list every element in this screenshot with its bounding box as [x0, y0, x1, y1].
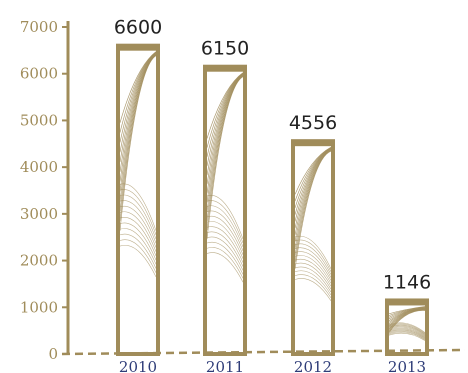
bar-string-line [119, 205, 157, 248]
bar-string-line [119, 217, 157, 257]
x-tick-label: 2012 [294, 358, 332, 373]
bar-2010 [116, 43, 160, 357]
bar-string-line [294, 270, 332, 296]
bar-string-line [119, 222, 157, 261]
bar-2012 [291, 139, 335, 356]
bar-string-line [294, 255, 332, 284]
y-tick-label: 2000 [20, 252, 58, 270]
bar-2011 [203, 64, 247, 356]
bar-string-line [294, 262, 332, 290]
bar-string-line [119, 211, 157, 252]
bar-pattern-2010 [119, 51, 157, 278]
x-tick-label: 2010 [119, 358, 157, 373]
bar-string-line [206, 231, 244, 267]
y-tick-label: 4000 [20, 158, 58, 176]
bar-string-line [206, 76, 244, 240]
x-tick-label: 2011 [206, 358, 244, 373]
bar-string-line [388, 332, 426, 341]
bar-pattern-2013 [388, 306, 426, 341]
bar-string-line [206, 247, 244, 279]
bar-string-line [119, 239, 157, 273]
bar-string-line [206, 195, 244, 240]
bar-2013 [385, 298, 429, 356]
x-tick-label: 2013 [388, 358, 426, 373]
y-tick-label: 0 [48, 345, 58, 363]
data-label: 6150 [201, 38, 249, 60]
bar-string-line [294, 239, 332, 272]
bar-string-line [294, 251, 332, 281]
y-tick-label: 7000 [20, 18, 58, 36]
bar-string-line [119, 55, 157, 231]
labels-group: 2010 2011 2012 2013 6600 6150 4556 1146 [114, 17, 431, 373]
y-tick-label: 5000 [20, 111, 58, 129]
data-label: 4556 [289, 112, 337, 134]
bar-string-line [388, 330, 426, 339]
bar-string-line [388, 331, 426, 341]
bar-string-line [206, 241, 244, 275]
bar-cap-2010 [118, 45, 158, 51]
bar-string-line [119, 52, 157, 153]
bar-string-line [294, 150, 332, 269]
bar-pattern-2012 [294, 146, 332, 301]
bar-string-line [388, 329, 426, 338]
bar-string-line [206, 215, 244, 255]
bar-string-line [119, 189, 157, 235]
bar-string-line [206, 226, 244, 263]
bar-string-line [206, 236, 244, 271]
data-label: 6600 [114, 17, 162, 39]
bar-string-line [206, 210, 244, 251]
bar-string-line [206, 221, 244, 259]
bar-string-line [119, 233, 157, 269]
bar-string-line [119, 244, 157, 278]
bar-string-line [388, 328, 426, 338]
y-tick-label: 6000 [20, 65, 58, 83]
bar-string-line [119, 183, 157, 231]
bar-cap-2011 [205, 66, 245, 72]
x-axis-line [61, 348, 466, 356]
bar-pattern-2011 [206, 72, 244, 283]
axes-group: 0 1000 2000 3000 4000 5000 6000 7000 [20, 18, 466, 363]
bar-string-line [206, 200, 244, 244]
y-tick-label: 1000 [20, 298, 58, 316]
bar-string-line [294, 274, 332, 299]
bar-string-line [206, 252, 244, 283]
bar-string-line [294, 258, 332, 287]
bar-string-line [294, 278, 332, 301]
bars-group [116, 43, 429, 357]
bar-string-line [388, 326, 426, 336]
bar-cap-2013 [387, 300, 427, 306]
bar-string-line [119, 228, 157, 265]
bar-string-line [294, 266, 332, 293]
bar-cap-2012 [293, 141, 333, 147]
bar-string-line [294, 247, 332, 278]
bar-string-line [119, 200, 157, 244]
bar-string-line [388, 323, 426, 334]
bar-string-line [119, 194, 157, 240]
bar-string-line [206, 73, 244, 167]
y-tick-label: 3000 [20, 205, 58, 223]
bar-string-line [388, 331, 426, 340]
data-label: 1146 [383, 271, 431, 293]
bar-string-line [388, 310, 426, 333]
